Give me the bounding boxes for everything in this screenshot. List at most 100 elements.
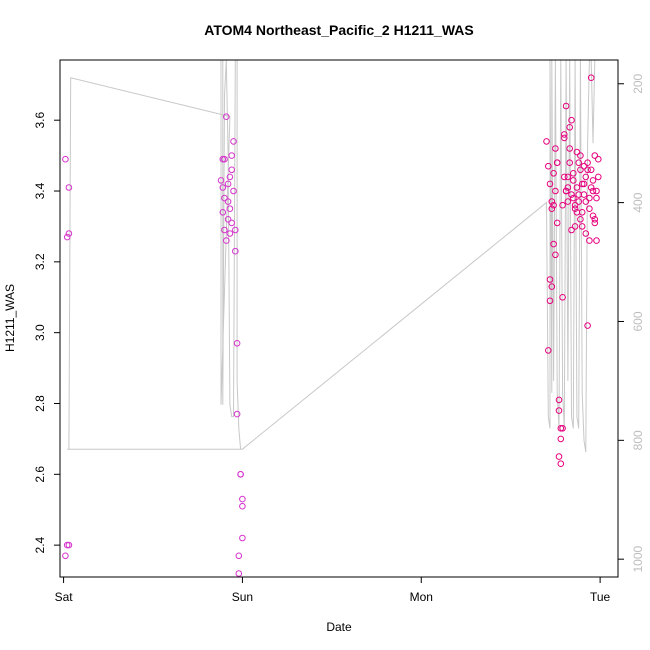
data-point <box>219 209 227 216</box>
data-point <box>577 152 584 159</box>
data-point <box>226 173 234 181</box>
data-point <box>580 191 588 198</box>
data-point <box>546 297 554 305</box>
data-point <box>580 162 588 170</box>
data-point <box>580 180 588 188</box>
data-point <box>226 230 234 237</box>
y-right-tick-label: 200 <box>631 73 645 93</box>
data-point <box>543 138 550 145</box>
data-point <box>557 435 565 443</box>
data-point <box>559 294 566 301</box>
x-axis-label: Date <box>326 620 352 634</box>
data-point <box>65 184 73 191</box>
data-point <box>573 184 581 191</box>
data-point <box>564 184 572 191</box>
y-right-tick-label: 1000 <box>631 546 645 573</box>
data-point <box>561 173 568 181</box>
y-right-tick-label: 800 <box>631 430 645 450</box>
data-point <box>591 216 599 223</box>
data-point <box>548 205 556 212</box>
data-point <box>582 173 590 181</box>
data-point <box>233 410 241 418</box>
chart-title: ATOM4 Northeast_Pacific_2 H1211_WAS <box>204 22 474 38</box>
data-point <box>232 247 239 255</box>
data-point <box>62 552 69 560</box>
x-tick-label: Sun <box>232 590 253 604</box>
y-tick-label: 2.4 <box>33 536 47 553</box>
data-point <box>578 180 586 188</box>
data-point <box>570 194 577 202</box>
data-point <box>559 425 566 432</box>
data-point <box>570 170 577 177</box>
data-point <box>555 407 563 414</box>
data-point <box>224 216 232 223</box>
data-point <box>235 570 243 577</box>
data-point <box>557 460 565 468</box>
data-point <box>566 145 574 152</box>
data-point <box>593 194 600 202</box>
y-right-tick-label: 400 <box>631 192 645 212</box>
data-point <box>562 187 570 195</box>
data-point <box>571 201 579 209</box>
data-point <box>562 102 570 110</box>
data-point <box>219 184 227 191</box>
data-point <box>568 116 575 124</box>
y-tick-label: 2.6 <box>33 466 47 483</box>
x-tick-label: Sat <box>55 590 74 604</box>
data-point <box>233 340 241 347</box>
data-point <box>575 191 583 198</box>
data-point <box>228 166 235 174</box>
data-point <box>552 145 559 152</box>
data-point <box>546 180 554 188</box>
data-point <box>65 230 73 237</box>
y-tick-label: 3.0 <box>33 324 47 341</box>
data-point <box>550 170 557 177</box>
data-point <box>221 226 228 234</box>
data-point <box>553 219 561 227</box>
data-point <box>230 187 237 195</box>
data-point <box>571 223 579 230</box>
data-point <box>223 237 230 244</box>
data-point <box>584 166 591 174</box>
data-point <box>224 198 232 205</box>
data-point <box>593 237 600 244</box>
pressure-line <box>67 59 596 453</box>
y-axis: 2.4 2.6 2.8 3.0 3.2 3.4 3.6 <box>33 112 60 553</box>
data-point <box>561 131 568 138</box>
data-point <box>575 159 583 166</box>
data-point <box>555 453 563 460</box>
data-point <box>239 495 246 503</box>
data-point <box>232 226 239 234</box>
data-point <box>217 177 225 184</box>
data-point <box>573 148 581 156</box>
data-point <box>595 155 602 163</box>
data-point <box>593 187 600 195</box>
data-point <box>223 113 230 120</box>
data-point <box>582 230 590 237</box>
data-point <box>550 201 557 209</box>
data-point <box>591 219 599 227</box>
data-point <box>564 173 572 181</box>
data-point <box>235 552 243 560</box>
data-point <box>595 173 602 181</box>
x-tick-label: Tue <box>590 590 611 604</box>
data-point <box>586 237 593 244</box>
data-point <box>546 276 554 283</box>
data-point <box>239 502 246 510</box>
data-point <box>228 219 235 227</box>
x-axis: Sat Sun Mon Tue <box>55 576 611 604</box>
y-tick-label: 3.6 <box>33 112 47 129</box>
data-point <box>577 166 584 174</box>
data-point <box>584 322 591 329</box>
data-point <box>545 347 552 354</box>
data-point <box>578 209 586 216</box>
data-point <box>577 216 584 223</box>
data-point <box>571 205 579 212</box>
data-point <box>65 541 73 549</box>
data-point <box>589 177 597 184</box>
data-point <box>566 124 574 131</box>
y-tick-label: 3.2 <box>33 253 47 270</box>
data-point <box>584 159 591 166</box>
data-point <box>566 159 574 166</box>
